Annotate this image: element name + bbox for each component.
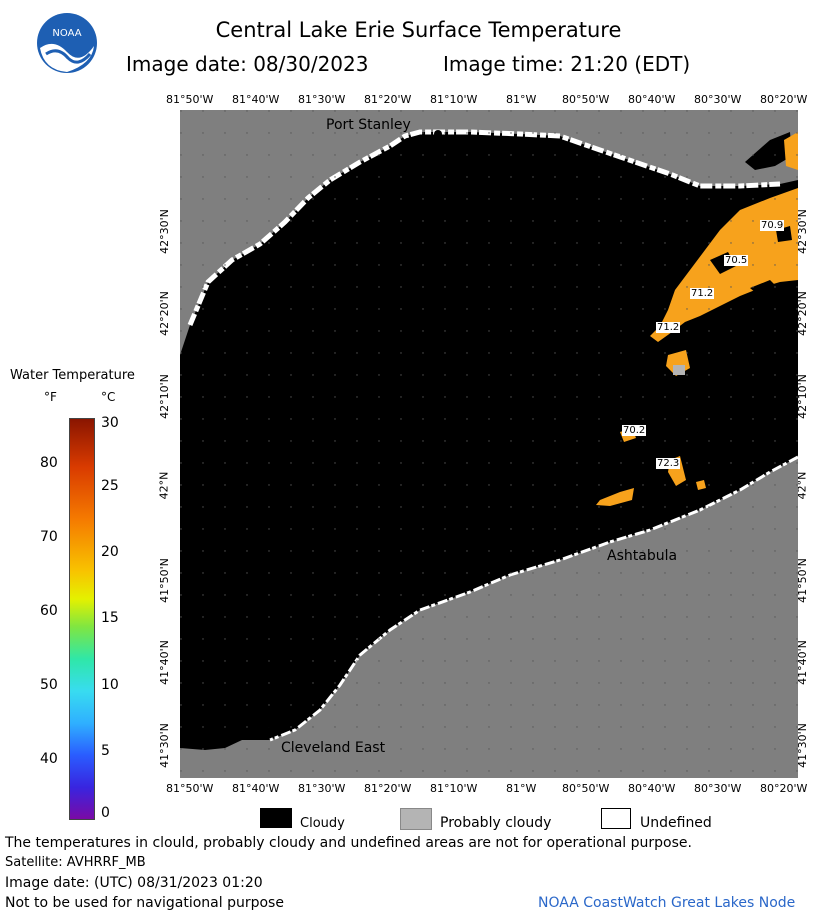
key-probably-cloudy-swatch (400, 808, 432, 830)
credit-text: NOAA CoastWatch Great Lakes Node (538, 895, 796, 911)
utc-date: Image date: (UTC) 08/31/2023 01:20 (5, 875, 263, 891)
lon-tick: 80°40'W (628, 782, 676, 795)
page-title: Central Lake Erie Surface Temperature (215, 18, 622, 42)
place-label-cleveland-east: Cleveland East (281, 740, 386, 756)
c-tick: 30 (101, 415, 119, 431)
lon-tick: 81°20'W (364, 93, 412, 106)
c-tick: 5 (101, 743, 110, 759)
f-tick: 80 (40, 455, 58, 471)
lon-tick: 80°40'W (628, 93, 676, 106)
lon-tick: 81°10'W (430, 782, 478, 795)
temp-label: 72.3 (656, 458, 681, 469)
lat-tick: 42°20'N (157, 291, 171, 336)
key-undefined-swatch (601, 808, 631, 829)
legend-title: Water Temperature (10, 368, 135, 383)
lon-tick: 81°10'W (430, 93, 478, 106)
f-tick: 60 (40, 603, 58, 619)
lon-tick: 81°50'W (166, 782, 214, 795)
f-tick: 70 (40, 529, 58, 545)
image-date: Image date: 08/30/2023 (126, 52, 369, 76)
lon-tick: 80°50'W (562, 93, 610, 106)
lon-tick: 81°30'W (298, 782, 346, 795)
f-tick: 50 (40, 677, 58, 693)
lon-tick: 81°W (506, 782, 537, 795)
lon-tick: 81°50'W (166, 93, 214, 106)
legend-unit-f: °F (44, 390, 57, 404)
temp-label: 70.2 (622, 425, 647, 436)
place-label-port-stanley: Port Stanley (326, 117, 411, 133)
cleveland-east-marker (266, 720, 274, 728)
satellite-info: Satellite: AVHRRF_MB (5, 855, 146, 870)
port-stanley-marker (434, 130, 442, 138)
lon-tick: 81°30'W (298, 93, 346, 106)
color-scale-bar (69, 418, 95, 820)
logo-text: NOAA (52, 28, 81, 39)
lon-tick: 80°50'W (562, 782, 610, 795)
lon-tick: 80°20'W (760, 93, 808, 106)
place-label-ashtabula: Ashtabula (607, 548, 678, 564)
lon-tick: 81°40'W (232, 782, 280, 795)
lon-tick: 81°W (506, 93, 537, 106)
temp-label: 71.2 (690, 288, 715, 299)
lon-tick: 80°30'W (694, 93, 742, 106)
lat-tick: 42°10'N (157, 374, 171, 419)
key-cloudy-swatch (260, 808, 292, 828)
key-cloudy-label: Cloudy (300, 816, 345, 831)
key-probably-cloudy-label: Probably cloudy (440, 815, 552, 831)
lon-tick: 81°20'W (364, 782, 412, 795)
lon-tick: 80°30'W (694, 782, 742, 795)
lat-tick: 41°50'N (157, 558, 171, 603)
ashtabula-marker (604, 531, 612, 539)
c-tick: 15 (101, 610, 119, 626)
map-grid (180, 110, 798, 778)
lat-tick: 42°N (157, 471, 171, 500)
lat-tick: 41°30'N (157, 723, 171, 768)
lake-map (180, 110, 798, 778)
lat-tick: 42°30'N (157, 209, 171, 254)
lat-tick: 41°40'N (157, 640, 171, 685)
temp-label: 70.5 (724, 255, 749, 266)
temp-label: 71.2 (656, 322, 681, 333)
temp-label: 70.9 (760, 220, 785, 231)
c-tick: 20 (101, 544, 119, 560)
operational-note: The temperatures in clould, probably clo… (5, 835, 692, 851)
c-tick: 10 (101, 677, 119, 693)
lon-tick: 80°20'W (760, 782, 808, 795)
key-undefined-label: Undefined (640, 815, 712, 831)
f-tick: 40 (40, 751, 58, 767)
c-tick: 25 (101, 478, 119, 494)
legend-unit-c: °C (101, 390, 116, 404)
lon-tick: 81°40'W (232, 93, 280, 106)
image-time: Image time: 21:20 (EDT) (443, 52, 691, 76)
navigation-warning: Not to be used for navigational purpose (5, 895, 284, 911)
c-tick: 0 (101, 805, 110, 821)
noaa-logo: NOAA (37, 13, 97, 73)
